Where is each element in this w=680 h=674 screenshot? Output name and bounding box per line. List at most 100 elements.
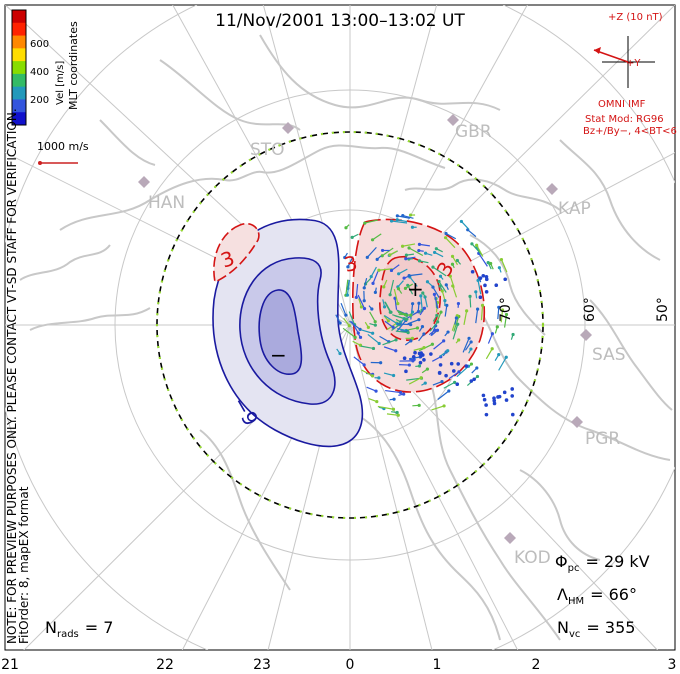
vector-origin	[350, 235, 354, 239]
vector-origin	[440, 289, 444, 293]
velocity-vector	[360, 329, 373, 334]
velocity-vector	[478, 253, 488, 267]
vector-origin	[422, 358, 426, 362]
vector-origin	[417, 318, 421, 322]
vector-origin	[475, 366, 479, 370]
vector-origin	[492, 398, 497, 403]
vector-origin	[483, 283, 487, 288]
vector-origin	[379, 361, 383, 365]
vector-origin	[467, 336, 471, 340]
vector-origin	[377, 268, 381, 272]
velocity-vector	[384, 320, 394, 328]
velocity-vector	[381, 247, 394, 257]
vector-origin	[447, 389, 451, 393]
velocity-vector	[370, 266, 377, 277]
potential-min-marker: −	[270, 343, 287, 367]
velocity-vector	[471, 243, 483, 256]
velocity-vector	[340, 302, 347, 316]
colorbar-label: Vel [m/s]	[55, 61, 66, 105]
vector-origin	[391, 407, 396, 411]
vector-origin	[422, 332, 426, 336]
vector-origin	[403, 286, 408, 290]
velocity-vector	[398, 268, 408, 275]
vector-scale-label: 1000 m/s	[37, 140, 89, 153]
velocity-vector	[367, 333, 380, 344]
vector-origin	[504, 355, 508, 359]
radar-marker-kod	[504, 532, 516, 544]
velocity-vector	[378, 268, 393, 271]
velocity-vector	[464, 341, 472, 351]
velocity-vector	[397, 215, 410, 219]
vector-origin	[478, 276, 483, 280]
velocity-vector	[462, 338, 470, 353]
velocity-vector	[402, 243, 416, 247]
boundary-velocity-markers	[155, 130, 545, 520]
vector-origin	[475, 243, 479, 247]
mlt-tick-1: 1	[433, 657, 442, 673]
vector-origin	[382, 285, 386, 289]
radar-label-pgr: PGR	[585, 429, 620, 449]
velocity-vector	[438, 281, 447, 293]
vector-origin	[453, 380, 457, 384]
vector-origin	[419, 354, 423, 358]
velocity-vector	[394, 298, 398, 310]
imf-model-line2: Bz+/By−, 4<BT<6	[583, 126, 677, 137]
vector-origin	[423, 251, 428, 255]
vector-origin	[422, 306, 426, 310]
vector-origin	[425, 280, 430, 284]
vector-origin	[377, 341, 381, 346]
vector-origin	[408, 213, 413, 217]
colorbar-segment	[12, 10, 26, 24]
velocity-vector	[463, 310, 468, 326]
vector-origin	[353, 335, 357, 339]
vector-origin	[480, 303, 485, 307]
vector-origin	[407, 363, 411, 367]
velocity-vector	[431, 405, 445, 411]
vector-origin	[442, 339, 446, 343]
velocity-vector	[407, 319, 420, 325]
vector-origin	[497, 353, 501, 357]
vector-origin	[476, 278, 480, 283]
vector-origin	[371, 331, 375, 335]
vector-origin	[406, 330, 410, 335]
vector-origin	[407, 274, 411, 278]
vector-origin	[504, 312, 509, 317]
velocity-vectors	[335, 213, 515, 417]
vector-origin	[420, 325, 425, 329]
velocity-vector	[498, 356, 507, 371]
velocity-vector	[391, 220, 408, 224]
velocity-vector	[445, 232, 457, 240]
velocity-vector	[394, 315, 408, 320]
vector-origin	[444, 283, 448, 287]
vector-origin	[437, 371, 442, 375]
vector-origin	[347, 324, 351, 328]
velocity-vector	[452, 285, 458, 298]
vector-origin	[430, 342, 435, 346]
velocity-vector	[384, 301, 392, 313]
velocity-vector	[389, 279, 395, 295]
vector-origin	[442, 404, 446, 408]
vector-origin	[404, 253, 408, 257]
vector-origin	[448, 274, 452, 278]
vector-origin	[346, 265, 350, 269]
vector-origin	[409, 323, 413, 327]
velocity-vector	[391, 324, 400, 332]
contour-label-positive: 3	[342, 251, 359, 277]
velocity-vector	[372, 233, 382, 241]
vector-origin	[370, 307, 374, 311]
vector-origin	[345, 293, 350, 297]
vector-origin	[344, 226, 348, 230]
vector-origin	[502, 390, 507, 395]
vector-origin	[440, 379, 444, 384]
mlt-tick-23: 23	[253, 657, 271, 673]
velocity-vector	[407, 327, 418, 331]
vector-origin	[419, 294, 423, 298]
vector-origin	[432, 250, 437, 255]
vector-origin	[380, 254, 384, 258]
radar-label-han: HAN	[148, 193, 185, 213]
velocity-vector	[383, 372, 394, 377]
velocity-vector	[405, 256, 416, 260]
velocity-vector	[348, 311, 356, 325]
radar-label-sto: STO	[250, 140, 285, 160]
